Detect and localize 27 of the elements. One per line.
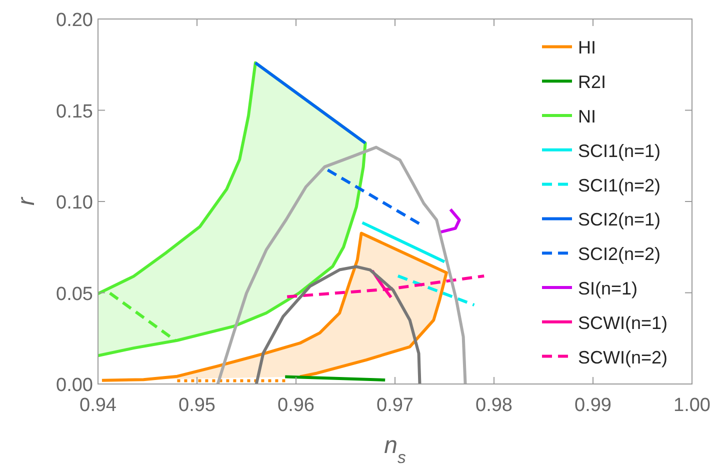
y-tick-label: 0.20	[56, 10, 93, 31]
y-tick-label: 0.15	[56, 101, 93, 122]
x-tick-label: 0.98	[476, 395, 512, 416]
line-series	[254, 265, 422, 384]
y-tick-label: 0.05	[56, 284, 93, 305]
line-series	[438, 208, 461, 234]
legend-label: HI	[578, 38, 596, 58]
legend-label: SCI2(n=1)	[578, 210, 661, 230]
x-tick-label: 0.96	[278, 395, 314, 416]
y-axis-title: r	[13, 196, 40, 206]
y-tick-label: 0.00	[56, 375, 93, 396]
y-tick-label: 0.10	[56, 192, 93, 214]
legend-label: SCI1(n=2)	[578, 175, 661, 196]
x-tick-label: 1.00	[674, 395, 710, 416]
x-tick-label: 0.99	[574, 395, 612, 416]
x-tick-label: 0.97	[376, 395, 414, 416]
line-series	[216, 146, 467, 384]
legend-label: SI(n=1)	[578, 278, 638, 298]
x-tick-label: 0.95	[178, 395, 216, 416]
legend-label: SCI1(n=1)	[578, 140, 661, 161]
legend-label: NI	[578, 106, 596, 126]
x-axis-title: n$_{s}$	[384, 432, 406, 466]
legend-label: R2I	[578, 72, 606, 92]
legend-label: SCWI(n=1)	[578, 312, 668, 333]
x-tick-label: 0.94	[80, 395, 117, 416]
legend-label: SCWI(n=2)	[578, 347, 668, 368]
legend-label: SCI2(n=2)	[578, 244, 661, 264]
